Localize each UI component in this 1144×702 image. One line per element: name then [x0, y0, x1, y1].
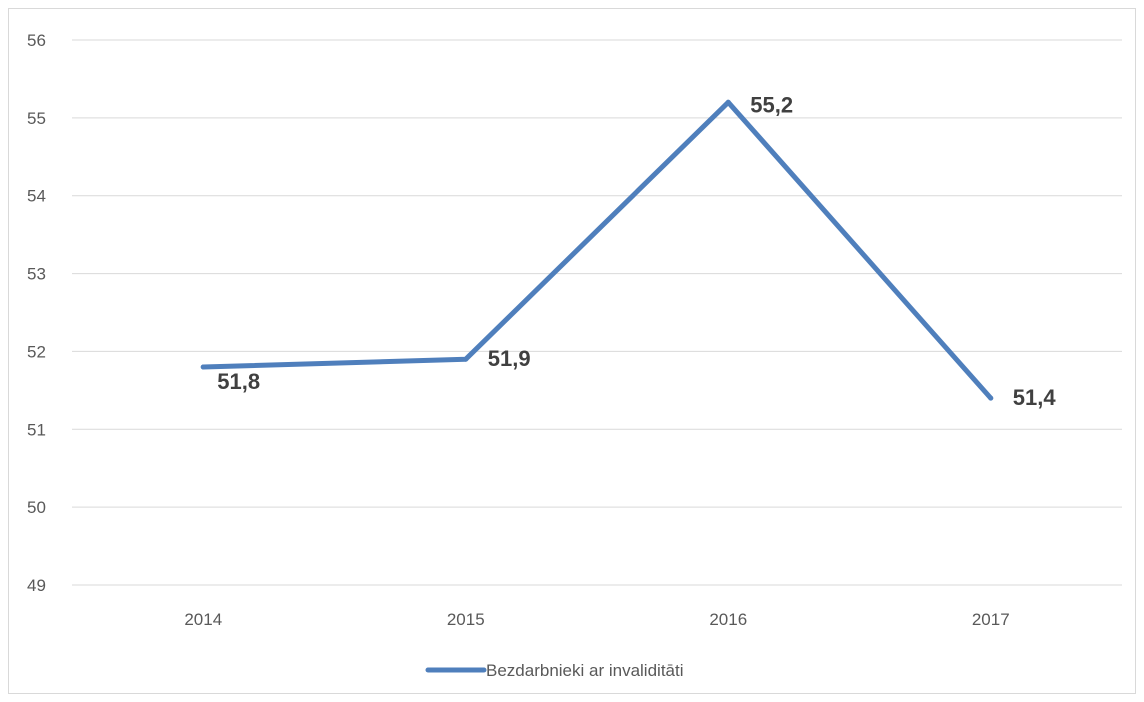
y-tick-label: 49 [27, 576, 46, 595]
legend: Bezdarbnieki ar invaliditāti [425, 661, 684, 680]
y-tick-label: 55 [27, 109, 46, 128]
series-line [200, 99, 994, 401]
data-point [988, 395, 994, 401]
data-label: 55,2 [750, 92, 793, 117]
y-tick-label: 56 [27, 31, 46, 50]
data-point [725, 99, 731, 105]
gridlines [72, 39, 1122, 586]
y-tick-label: 52 [27, 342, 46, 361]
data-label: 51,4 [1013, 385, 1057, 410]
x-tick-label: 2014 [184, 610, 222, 629]
y-tick-label: 54 [27, 187, 46, 206]
y-axis-ticks: 49 50 51 52 53 54 55 56 [27, 31, 46, 595]
data-point [200, 364, 206, 370]
data-label: 51,9 [488, 346, 531, 371]
data-point [463, 356, 469, 362]
y-tick-label: 50 [27, 498, 46, 517]
x-axis-ticks: 2014 2015 2016 2017 [184, 610, 1009, 629]
x-tick-label: 2017 [972, 610, 1010, 629]
y-tick-label: 53 [27, 265, 46, 284]
y-tick-label: 51 [27, 420, 46, 439]
x-tick-label: 2016 [709, 610, 747, 629]
legend-label: Bezdarbnieki ar invaliditāti [486, 661, 684, 680]
series-layer [200, 99, 994, 401]
data-labels: 51,8 51,9 55,2 51,4 [217, 92, 1056, 410]
data-label: 51,8 [217, 369, 260, 394]
x-tick-label: 2015 [447, 610, 485, 629]
